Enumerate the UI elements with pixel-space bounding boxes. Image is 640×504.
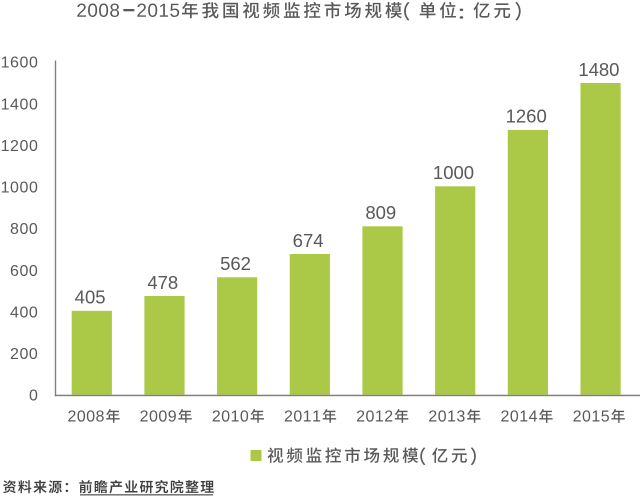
- svg-text:405: 405: [75, 287, 106, 308]
- svg-text:562: 562: [220, 253, 251, 274]
- svg-text:1000: 1000: [433, 162, 474, 183]
- svg-text:0: 0: [29, 388, 38, 405]
- svg-text:1480: 1480: [578, 59, 619, 80]
- svg-text:1400: 1400: [1, 96, 39, 113]
- svg-text:200: 200: [10, 346, 38, 363]
- svg-text:809: 809: [365, 202, 396, 223]
- svg-text:478: 478: [147, 272, 178, 293]
- svg-text:600: 600: [10, 263, 38, 280]
- svg-text:400: 400: [10, 305, 38, 322]
- svg-text:674: 674: [293, 230, 324, 251]
- svg-text:1260: 1260: [506, 106, 547, 127]
- svg-text:800: 800: [10, 221, 38, 238]
- svg-text:1200: 1200: [1, 138, 39, 155]
- svg-text:1600: 1600: [1, 55, 39, 72]
- svg-text:1000: 1000: [1, 180, 39, 197]
